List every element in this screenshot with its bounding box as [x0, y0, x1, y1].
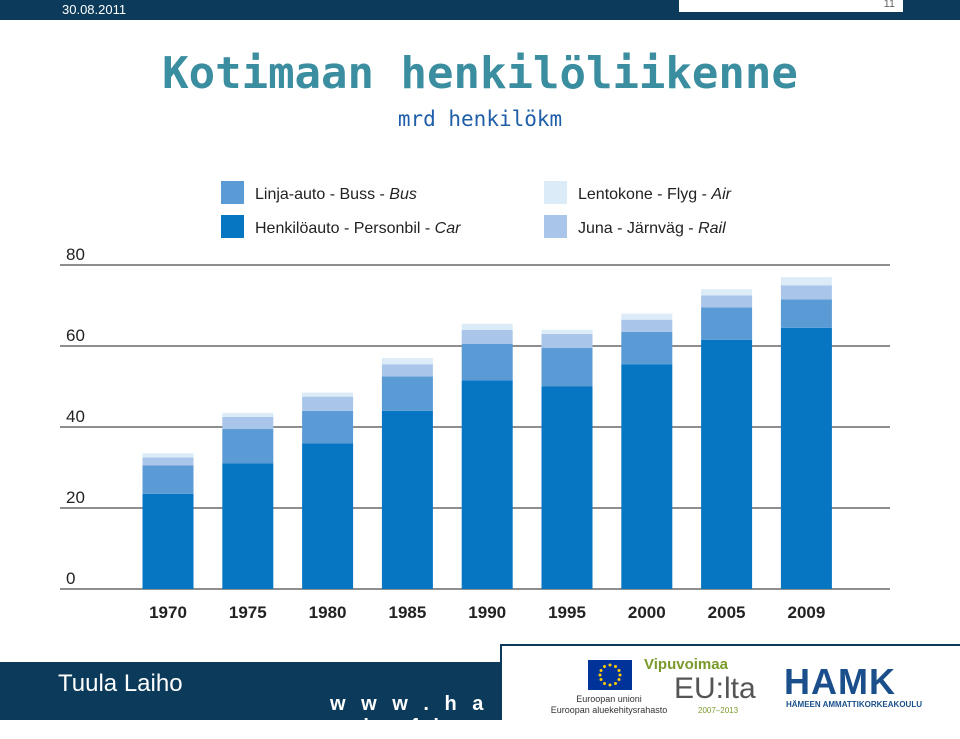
x-tick-label-1990: 1990	[468, 603, 506, 622]
legend-label-text-1: Henkilöauto - Personbil -	[255, 220, 435, 237]
legend-label-text-3: Juna - Järnväg -	[578, 220, 698, 237]
stacked-bar-chart: 0 20 40 60 80 1970 1975 1980 1985 1990 1995 2000 200…	[60, 181, 890, 622]
y-tick-label-0: 0	[66, 569, 75, 588]
x-tick-label-1975: 1975	[229, 603, 267, 622]
bar-segment-2005-3	[701, 289, 753, 296]
legend-label-italic-1: Car	[435, 220, 461, 237]
bar-segment-2000-1	[621, 331, 673, 365]
bar-segment-1990-2	[461, 329, 513, 344]
hamk-full-name: HÄMEEN AMMATTIKORKEAKOULU	[786, 700, 922, 709]
bar-segment-1975-3	[222, 412, 274, 417]
x-tick-label-2009: 2009	[787, 603, 825, 622]
x-tick-label-1980: 1980	[309, 603, 347, 622]
bar-segment-1970-3	[142, 453, 194, 458]
legend-label-italic-3: Rail	[698, 220, 726, 237]
eu-fund-text: Euroopan unioni Euroopan aluekehitysraha…	[514, 694, 704, 716]
y-tick-label-60: 60	[66, 326, 85, 345]
legend-swatch-1	[221, 215, 244, 238]
bar-segment-1975-0	[222, 463, 274, 589]
legend-label-1: Henkilöauto - Personbil - Car	[255, 220, 461, 237]
bar-segment-1990-1	[461, 343, 513, 381]
x-tick-label-1995: 1995	[548, 603, 586, 622]
slide-title: Kotimaan henkilöliikenne	[162, 48, 798, 99]
bar-segment-1995-3	[541, 329, 593, 334]
bar-segment-2005-1	[701, 307, 753, 340]
bar-segment-1985-3	[381, 358, 433, 365]
vipuvoimaa-title: Vipuvoimaa	[644, 656, 728, 673]
bar-segment-1995-1	[541, 348, 593, 387]
bar-segment-1985-1	[381, 376, 433, 411]
y-tick-label-80: 80	[66, 245, 85, 264]
x-tick-label-2000: 2000	[628, 603, 666, 622]
footer-bar: Tuula Laiho w w w . h a m k . f i	[0, 662, 500, 738]
bar-segment-2009-1	[780, 299, 832, 328]
bar-segment-1995-0	[541, 386, 593, 589]
legend-swatch-2	[544, 181, 567, 204]
slide-subtitle: mrd henkilökm	[397, 107, 563, 131]
vipuvoimaa-logo-text: EU:lta	[674, 672, 756, 705]
bar-segment-2005-0	[701, 339, 753, 589]
bar-segment-1980-1	[302, 410, 354, 444]
legend-swatch-3	[544, 215, 567, 238]
author-name: Tuula Laiho	[58, 670, 183, 697]
bar-segment-1985-2	[381, 364, 433, 377]
page-number: 11	[883, 0, 895, 10]
eu-union-label: Euroopan unioni	[576, 694, 642, 704]
bar-segment-2009-0	[780, 327, 832, 589]
eu-flag-icon	[588, 660, 632, 690]
y-tick-label-20: 20	[66, 488, 85, 507]
eu-fund-label: Euroopan aluekehitysrahasto	[550, 705, 668, 715]
top-bar: 30.08.2011 11	[0, 0, 960, 20]
bar-segment-2009-2	[780, 285, 832, 300]
x-tick-label-1970: 1970	[149, 603, 187, 622]
bar-segment-2000-2	[621, 319, 673, 332]
bar-segment-1970-2	[142, 457, 194, 466]
website-link[interactable]: w w w . h a m k . f i	[330, 693, 489, 738]
bar-segment-1980-0	[302, 443, 354, 589]
bar-segment-1975-1	[222, 429, 274, 464]
x-tick-label-1985: 1985	[388, 603, 426, 622]
bar-segment-1980-2	[302, 396, 354, 411]
bar-segment-1990-3	[461, 323, 513, 330]
legend-swatch-0	[221, 181, 244, 204]
bar-segment-2005-2	[701, 295, 753, 308]
x-tick-label-2005: 2005	[708, 603, 746, 622]
y-tick-label-40: 40	[66, 407, 85, 426]
legend-label-3: Juna - Järnväg - Rail	[578, 220, 726, 237]
bar-segment-1995-2	[541, 333, 593, 349]
bar-segment-1975-2	[222, 416, 274, 430]
bar-segment-1970-0	[142, 493, 194, 589]
legend-label-italic-2: Air	[710, 186, 731, 203]
legend-label-0: Linja-auto - Buss - Bus	[255, 186, 417, 203]
page-number-box: 11	[678, 0, 904, 13]
bar-segment-1990-0	[461, 380, 513, 589]
legend-label-2: Lentokone - Flyg - Air	[578, 186, 732, 203]
legend-label-text-0: Linja-auto - Buss -	[255, 186, 389, 203]
vipuvoimaa-years: 2007–2013	[698, 706, 739, 715]
legend-label-italic-0: Bus	[389, 186, 417, 203]
bar-segment-1985-0	[381, 410, 433, 589]
bar-segment-1980-3	[302, 392, 354, 397]
bar-segment-1970-1	[142, 465, 194, 494]
legend-label-text-2: Lentokone - Flyg -	[578, 186, 711, 203]
slide-date: 30.08.2011	[62, 2, 127, 17]
bar-segment-2009-3	[780, 277, 832, 286]
bar-segment-2000-0	[621, 364, 673, 589]
bar-segment-2000-3	[621, 313, 673, 320]
logo-strip: Euroopan unioni Euroopan aluekehitysraha…	[500, 644, 960, 720]
hamk-logo: HAMK	[784, 661, 896, 702]
